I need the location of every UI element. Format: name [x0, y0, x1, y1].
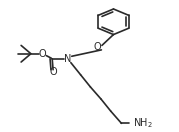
Text: O: O: [49, 67, 57, 77]
Text: NH$_2$: NH$_2$: [133, 116, 153, 130]
Text: N: N: [64, 54, 72, 64]
Text: O: O: [39, 49, 46, 59]
Text: O: O: [94, 42, 101, 52]
